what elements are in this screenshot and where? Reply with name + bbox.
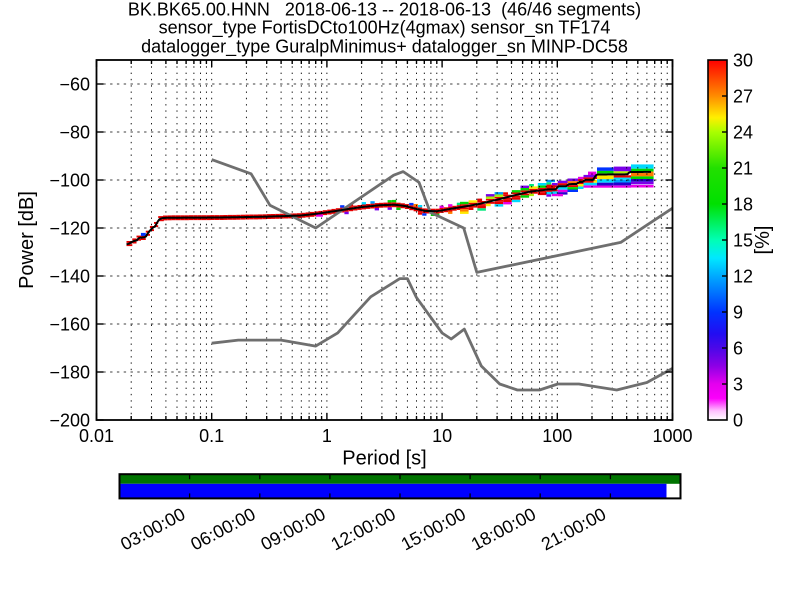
- svg-text:−140: −140: [49, 267, 90, 287]
- svg-text:−160: −160: [49, 315, 90, 335]
- svg-text:1: 1: [322, 426, 332, 446]
- svg-text:Period [s]: Period [s]: [342, 448, 426, 470]
- svg-text:21:00:00: 21:00:00: [538, 504, 609, 555]
- svg-text:−200: −200: [49, 411, 90, 431]
- svg-text:21: 21: [733, 159, 753, 179]
- svg-text:BK.BK65.00.HNN 2018-06-13 --: BK.BK65.00.HNN 2018-06-13 -- 2018-06-13 …: [128, 0, 641, 20]
- svg-text:27: 27: [733, 87, 753, 107]
- svg-text:30: 30: [733, 51, 753, 71]
- svg-text:06:00:00: 06:00:00: [187, 504, 258, 555]
- svg-text:09:00:00: 09:00:00: [258, 504, 329, 555]
- svg-text:18: 18: [733, 195, 753, 215]
- svg-text:6: 6: [733, 339, 743, 359]
- svg-text:03:00:00: 03:00:00: [117, 504, 188, 555]
- svg-text:18:00:00: 18:00:00: [468, 504, 539, 555]
- svg-text:9: 9: [733, 303, 743, 323]
- svg-text:10: 10: [432, 426, 452, 446]
- svg-text:−180: −180: [49, 363, 90, 383]
- svg-text:1000: 1000: [652, 426, 692, 446]
- svg-text:−80: −80: [59, 123, 90, 143]
- svg-text:12: 12: [733, 267, 753, 287]
- svg-text:[%]: [%]: [752, 226, 774, 255]
- svg-text:−100: −100: [49, 171, 90, 191]
- svg-text:24: 24: [733, 123, 753, 143]
- svg-text:−60: −60: [59, 75, 90, 95]
- svg-text:0.01: 0.01: [79, 426, 114, 446]
- svg-text:0.1: 0.1: [199, 426, 224, 446]
- svg-text:datalogger_type GuralpMinimus+: datalogger_type GuralpMinimus+ datalogge…: [141, 37, 628, 58]
- svg-text:Power [dB]: Power [dB]: [16, 191, 38, 289]
- svg-text:15:00:00: 15:00:00: [398, 504, 469, 555]
- svg-text:12:00:00: 12:00:00: [328, 504, 399, 555]
- svg-text:15: 15: [733, 231, 753, 251]
- svg-text:sensor_type FortisDCto100Hz(4g: sensor_type FortisDCto100Hz(4gmax) senso…: [159, 18, 611, 39]
- svg-text:−120: −120: [49, 219, 90, 239]
- svg-text:3: 3: [733, 375, 743, 395]
- svg-text:0: 0: [733, 411, 743, 431]
- svg-text:100: 100: [542, 426, 572, 446]
